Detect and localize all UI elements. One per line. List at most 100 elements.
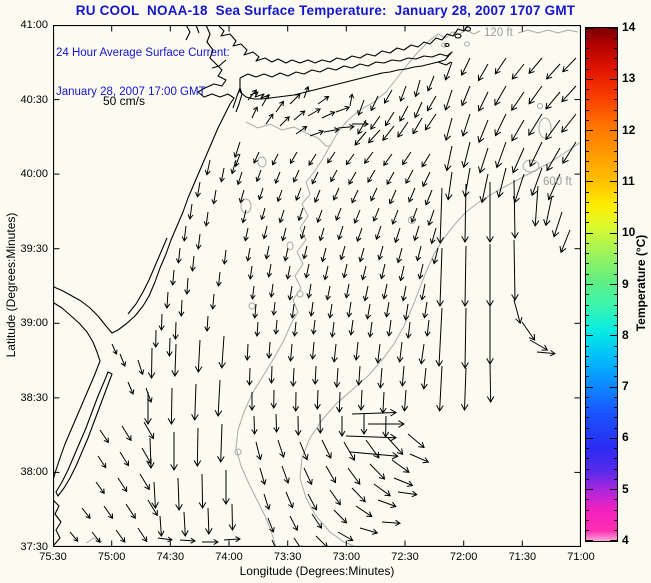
- colorbar-tick-mark: [614, 109, 617, 111]
- colorbar-tick-mark: [586, 294, 589, 296]
- coastline: [239, 51, 453, 100]
- bathymetry-contour-blob: [408, 216, 416, 224]
- y-tick-label: 41:00: [20, 19, 48, 31]
- colorbar-tick-mark: [610, 489, 617, 491]
- x-tick-label: 71:00: [567, 551, 595, 563]
- colorbar-tick-mark: [586, 407, 589, 409]
- depth-contour-label: 600 ft: [543, 176, 572, 188]
- colorbar-tick-mark: [614, 119, 617, 121]
- colorbar-tick-mark: [610, 78, 617, 80]
- colorbar-tick-mark: [586, 78, 593, 80]
- colorbar-tick-mark: [610, 232, 617, 234]
- island: [464, 26, 472, 32]
- colorbar-tick-mark: [586, 119, 589, 121]
- bathymetry-contour: [245, 121, 330, 147]
- island: [444, 42, 450, 48]
- colorbar-tick-mark: [586, 417, 589, 419]
- colorbar-tick-mark: [614, 99, 617, 101]
- colorbar-tick-mark: [614, 458, 617, 460]
- colorbar-tick-mark: [614, 468, 617, 470]
- colorbar-tick-mark: [614, 222, 617, 224]
- y-axis-label: Latitude (Degrees:Minutes): [4, 212, 18, 358]
- colorbar-tick-mark: [586, 242, 589, 244]
- colorbar-tick-mark: [586, 355, 589, 357]
- colorbar-tick-mark: [614, 140, 617, 142]
- coastline: [53, 302, 101, 481]
- bathymetry-contour-blob: [538, 117, 552, 139]
- colorbar-tick-mark: [586, 99, 589, 101]
- vector-scale-label: 50 cm/s: [102, 94, 145, 108]
- bathymetry-contour-blob: [248, 302, 256, 310]
- colorbar-tick-mark: [586, 37, 589, 39]
- colorbar-tick-mark: [614, 314, 617, 316]
- colorbar-tick-mark: [586, 335, 593, 337]
- colorbar-tick-mark: [614, 58, 617, 60]
- bathymetry-contour-blob: [441, 42, 447, 48]
- coastline: [53, 499, 62, 546]
- colorbar-tick-mark: [586, 68, 589, 70]
- figure-title: RU COOL NOAA-18 Sea Surface Temperature:…: [75, 3, 576, 18]
- colorbar-tick-mark: [586, 130, 593, 132]
- coastline: [55, 371, 113, 497]
- colorbar-tick-mark: [614, 294, 617, 296]
- colorbar-tick-mark: [614, 499, 617, 501]
- colorbar-tick-mark: [614, 448, 617, 450]
- colorbar-tick-mark: [614, 509, 617, 511]
- colorbar-tick-mark: [614, 325, 617, 327]
- colorbar-tick-mark: [614, 417, 617, 419]
- colorbar-tick-mark: [614, 37, 617, 39]
- colorbar-tick-label: 6: [622, 430, 629, 445]
- bathymetry-contour-blob: [286, 241, 294, 251]
- colorbar-tick-label: 5: [622, 481, 629, 496]
- colorbar-tick-mark: [586, 28, 593, 29]
- annotation-line-1: 24 Hour Average Surface Current:: [56, 47, 230, 59]
- x-tick-label: 72:30: [391, 551, 419, 563]
- colorbar-tick-mark: [614, 530, 617, 532]
- colorbar-tick-mark: [586, 540, 593, 541]
- colorbar-tick-mark: [586, 89, 589, 91]
- colorbar-tick-mark: [586, 437, 593, 439]
- colorbar-tick-mark: [586, 160, 589, 162]
- colorbar-tick-mark: [586, 212, 589, 214]
- colorbar-tick-mark: [614, 345, 617, 347]
- colorbar-tick-mark: [586, 325, 589, 327]
- colorbar-tick-mark: [586, 253, 589, 255]
- colorbar-tick-label: 14: [622, 20, 636, 34]
- annotation-line-2: January 28, 2007 17:00 GMT: [56, 86, 206, 98]
- colorbar-tick-mark: [614, 150, 617, 152]
- colorbar-tick-mark: [610, 335, 617, 337]
- axis-tick-marks: [53, 25, 581, 547]
- coastline: [232, 87, 243, 113]
- bathymetry-contour-blob: [257, 156, 267, 168]
- colorbar-tick-mark: [614, 68, 617, 70]
- x-axis-label: Longitude (Degrees:Minutes): [239, 564, 395, 578]
- colorbar-tick-mark: [586, 201, 589, 203]
- map-plot-area: [53, 25, 581, 547]
- colorbar-tick-mark: [614, 519, 617, 521]
- colorbar-tick-mark: [586, 140, 589, 142]
- colorbar-tick-mark: [610, 386, 617, 388]
- colorbar-tick-mark: [586, 427, 589, 429]
- colorbar-tick-mark: [586, 489, 593, 491]
- colorbar-tick-mark: [614, 253, 617, 255]
- colorbar-tick-mark: [614, 273, 617, 275]
- colorbar-tick-label: 12: [622, 122, 636, 137]
- colorbar-tick-mark: [614, 304, 617, 306]
- x-tick-label: 75:30: [39, 551, 67, 563]
- colorbar-tick-mark: [586, 458, 589, 460]
- x-tick-label: 71:30: [508, 551, 537, 563]
- colorbar-tick-mark: [614, 263, 617, 265]
- colorbar-tick-mark: [586, 366, 589, 368]
- colorbar-tick-mark: [586, 150, 589, 152]
- colorbar-tick-mark: [614, 366, 617, 368]
- colorbar-tick-mark: [586, 509, 589, 511]
- colorbar-tick-mark: [614, 478, 617, 480]
- colorbar-tick-mark: [614, 242, 617, 244]
- plot-border: [53, 25, 581, 547]
- colorbar-tick-mark: [586, 284, 593, 285]
- colorbar-tick-mark: [586, 58, 589, 60]
- island: [454, 33, 462, 39]
- colorbar-tick-mark: [586, 222, 589, 224]
- colorbar-tick-mark: [614, 171, 617, 173]
